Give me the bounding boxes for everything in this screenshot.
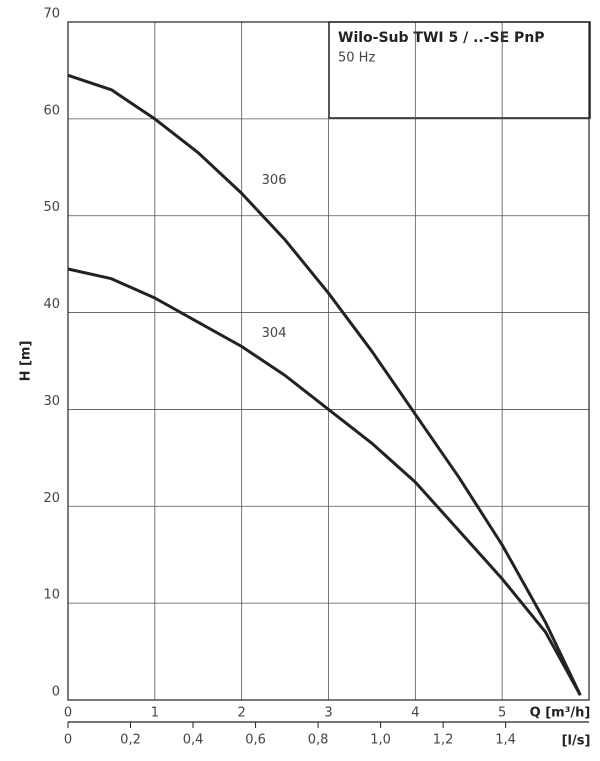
x2-tick-label: 1,4 [495, 733, 516, 748]
x2-tick-label: 0,2 [120, 733, 141, 748]
x-axis-label: Q [m³/h] [530, 706, 591, 721]
y-tick-label: 40 [43, 297, 60, 312]
x2-tick-label: 0,6 [245, 733, 266, 748]
plot-frame [67, 21, 590, 701]
x-tick-label: 1 [151, 706, 159, 721]
x-tick-label: 0 [64, 706, 72, 721]
x-tick-label: 2 [238, 706, 246, 721]
x2-tick-label: 1,0 [370, 733, 391, 748]
legend-box [328, 21, 591, 119]
y-tick-label: 60 [43, 103, 60, 118]
curve [67, 267, 582, 696]
y-axis-label: H [m] [19, 341, 34, 382]
x-tick-label: 3 [324, 706, 332, 721]
y-tick-label: 30 [43, 394, 60, 409]
x2-tick-label: 0 [64, 733, 72, 748]
y-tick-label: 0 [52, 685, 60, 700]
x2-tick-label: 1,2 [433, 733, 454, 748]
curve-label: 304 [262, 326, 287, 341]
chart-subtitle: 50 Hz [338, 51, 375, 66]
y-tick-label: 10 [43, 588, 60, 603]
x-tick-label: 4 [411, 706, 419, 721]
x2-tick-label: 0,4 [183, 733, 204, 748]
y-tick-label: 20 [43, 491, 60, 506]
y-tick-label: 50 [43, 200, 60, 215]
y-tick-label: 70 [43, 7, 60, 22]
curve [67, 73, 582, 696]
chart-title: Wilo-Sub TWI 5 / ..-SE PnP [338, 30, 545, 46]
x2-tick-label: 0,8 [308, 733, 329, 748]
x2-axis-label: [l/s] [562, 734, 591, 749]
curve-label: 306 [262, 173, 287, 188]
x-tick-label: 5 [498, 706, 506, 721]
